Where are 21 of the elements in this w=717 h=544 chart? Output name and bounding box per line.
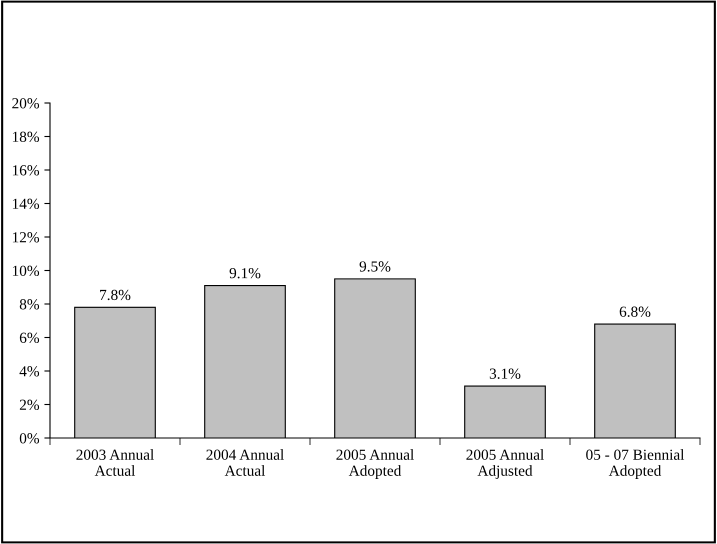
x-tick-label: 2003 Annual Actual — [76, 449, 154, 476]
data-label: 9.5% — [360, 261, 390, 272]
y-tick-label: 12% — [12, 232, 40, 242]
y-tick-label: 2% — [20, 400, 40, 410]
x-tick-label: 2004 Annual Actual — [206, 449, 284, 476]
y-tick-label: 14% — [12, 198, 40, 209]
y-tick-label: 10% — [12, 266, 40, 276]
data-label: 6.8% — [620, 306, 650, 317]
y-tick-label: 0% — [20, 433, 40, 444]
x-tick-label: 2005 Annual Adopted — [336, 449, 414, 479]
data-label: 3.1% — [490, 368, 520, 379]
y-tick-label: 18% — [12, 132, 40, 142]
x-tick-label: 05 - 07 Biennial Adopted — [586, 449, 684, 479]
y-tick-label: 4% — [20, 366, 40, 376]
y-tick-label: 6% — [20, 332, 40, 343]
x-tick-label: 2005 Annual Adjusted — [466, 449, 544, 479]
y-tick-label: 8% — [20, 299, 40, 310]
data-label: 7.8% — [100, 290, 130, 300]
y-tick-label: 20% — [12, 98, 40, 108]
y-tick-label: 16% — [12, 165, 40, 176]
data-label: 9.1% — [230, 268, 260, 278]
